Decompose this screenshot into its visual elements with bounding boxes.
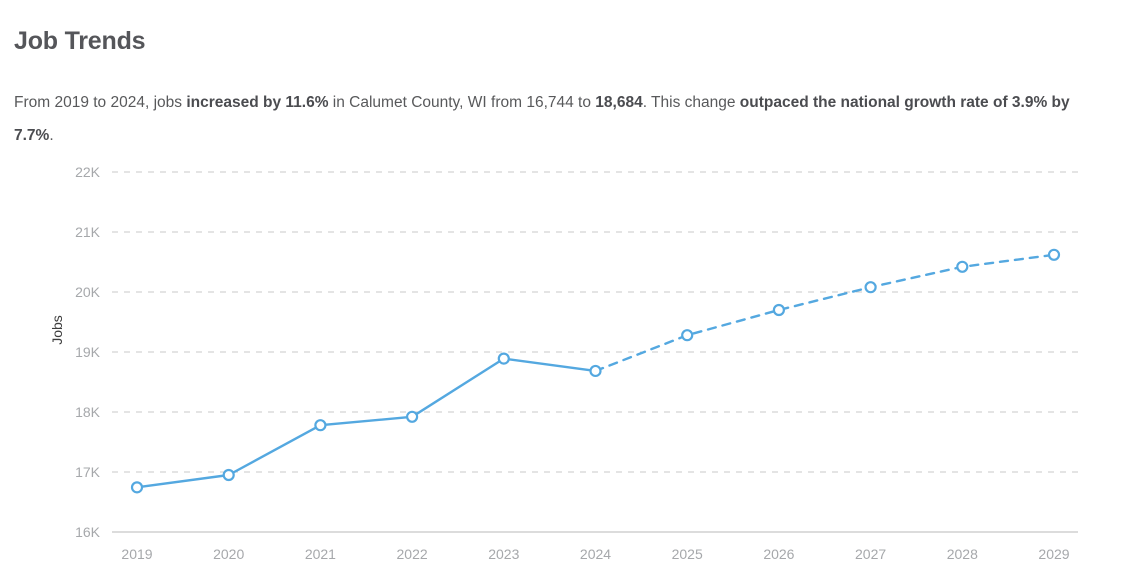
summary-highlight-jobs-end: 18,684 <box>595 93 643 111</box>
data-point-marker[interactable] <box>406 410 419 423</box>
x-axis-tick-label: 2026 <box>763 546 794 562</box>
page-title: Job Trends <box>14 26 146 55</box>
data-point-marker[interactable] <box>772 303 786 317</box>
data-point-marker[interactable] <box>222 468 235 482</box>
job-trends-chart: Jobs 16K 17K 18K 19K 20K 21K 22K 2019 2020 2021 20… <box>0 150 1129 585</box>
chart-canvas: 16K 17K 18K 19K 20K 21K 22K 2019 2020 2021 2022 202… <box>75 164 1078 562</box>
summary-text-2: in Calumet County, WI from 16,744 to <box>328 93 596 111</box>
data-point-marker[interactable] <box>681 329 694 342</box>
y-axis-tick-label: 21K <box>75 224 101 240</box>
historical-series-line <box>135 357 597 489</box>
data-point-marker[interactable] <box>956 260 969 273</box>
summary-text-4: . <box>49 126 54 144</box>
x-axis-tick-label: 2023 <box>488 546 519 562</box>
x-axis-tick-label: 2024 <box>580 546 611 562</box>
data-point-marker[interactable] <box>864 281 877 294</box>
summary-paragraph: From 2019 to 2024, jobs increased by 11.… <box>14 86 1099 152</box>
data-point-marker[interactable] <box>497 352 510 365</box>
summary-highlight-national: outpaced the national growth rate of 3.9… <box>14 93 1070 144</box>
data-point-marker[interactable] <box>130 481 144 494</box>
y-axis-tick-label: 19K <box>75 344 101 360</box>
x-axis-tick-label: 2020 <box>213 546 244 562</box>
x-axis-tick-label: 2027 <box>855 546 886 562</box>
x-axis-tick-label: 2019 <box>121 546 152 562</box>
y-axis-tick-label: 17K <box>75 464 101 480</box>
y-axis-tick-label: 22K <box>75 164 101 180</box>
y-axis-tick-label: 20K <box>75 284 101 300</box>
data-point-marker[interactable] <box>314 419 327 432</box>
summary-text-1: From 2019 to 2024, jobs <box>14 93 187 111</box>
x-axis-tick-label: 2022 <box>397 546 428 562</box>
x-axis-tick-label: 2029 <box>1038 546 1069 562</box>
summary-text-3: . This change <box>642 93 740 111</box>
projected-series-line <box>594 253 1056 373</box>
x-axis-tick-label: 2028 <box>947 546 978 562</box>
y-axis-tick-label: 18K <box>75 404 101 420</box>
data-point-marker[interactable] <box>1047 248 1061 261</box>
x-axis-tick-label: 2021 <box>305 546 336 562</box>
x-axis-tick-label: 2025 <box>672 546 703 562</box>
summary-highlight-growth: increased by 11.6% <box>186 93 329 111</box>
y-axis-tick-label: 16K <box>75 524 101 540</box>
data-point-marker[interactable] <box>589 364 602 378</box>
